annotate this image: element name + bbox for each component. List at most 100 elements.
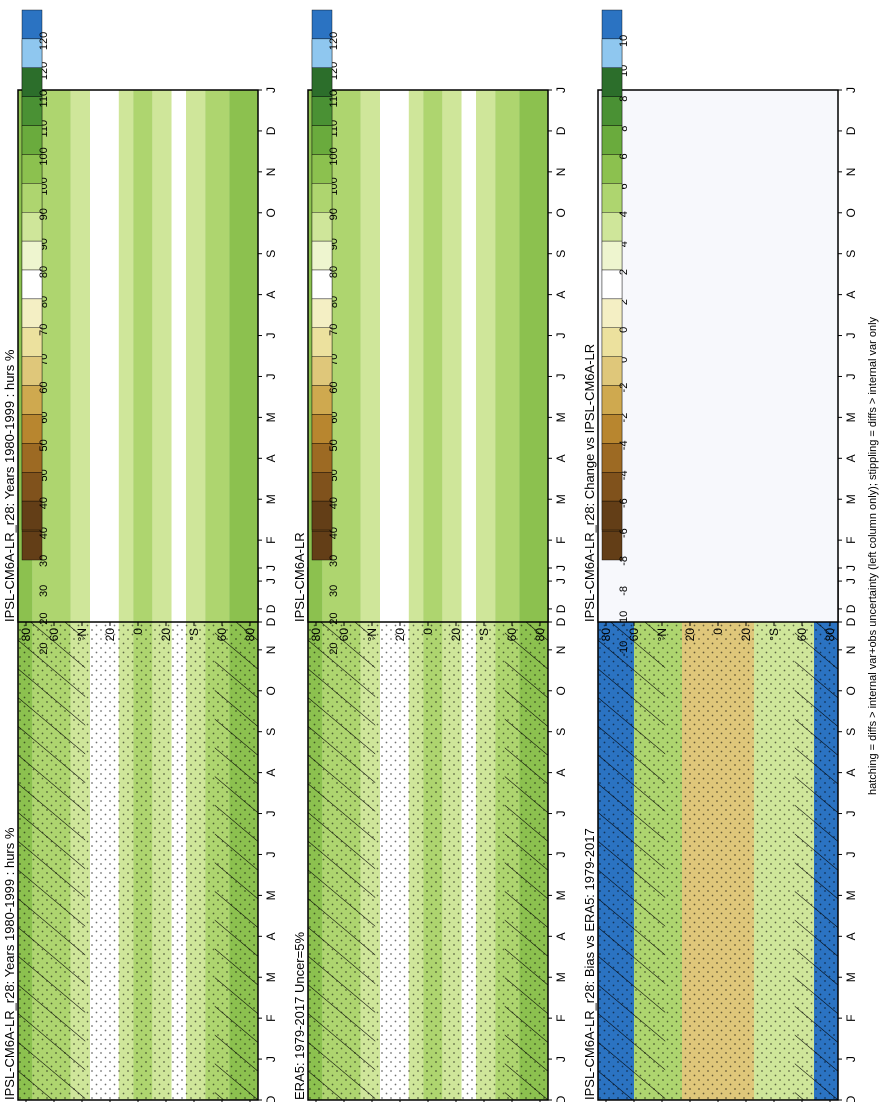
panel-obs-xtick-label: D xyxy=(554,604,568,613)
panel-model-r-ytick-label: 0 xyxy=(131,628,145,635)
colorbar-label: 20 xyxy=(38,643,50,655)
colorbar-swatch xyxy=(311,298,333,328)
colorbar-swatch xyxy=(311,414,333,444)
panel-ens-band-9 xyxy=(476,90,496,622)
panel-bias-xtick-label: O xyxy=(844,686,858,695)
panel-ens-xtick-label: A xyxy=(554,291,568,299)
colorbar-label: -2 xyxy=(618,413,630,423)
colorbar-swatch xyxy=(311,183,333,213)
panel-change-ytick-label: °S xyxy=(767,628,781,641)
panel-model-xtick-label: J xyxy=(264,1056,278,1062)
colorbar-label: 10 xyxy=(618,35,630,47)
panel-obs-xtick-label: N xyxy=(554,646,568,655)
panel-obs-xtick-label: M xyxy=(554,890,568,900)
panel-ens-band-10 xyxy=(495,90,520,622)
panel-ens-ytick-label: 80 xyxy=(533,628,547,642)
panel-model-r-xtick-label: A xyxy=(264,454,278,462)
panel-model-xtick-label: J xyxy=(264,811,278,817)
colorbar-label: 70 xyxy=(328,324,340,336)
colorbar-label: -8 xyxy=(618,586,630,596)
panel-model-r-title: IPSL-CM6A-LR_r28: Years 1980-1999 : hurs… xyxy=(2,349,17,622)
panel-model-r-xtick-label: A xyxy=(264,291,278,299)
panel-ens-xtick-label: F xyxy=(554,536,568,543)
panel-change-xtick-label: O xyxy=(844,208,858,217)
panel-bias-xtick-label: J xyxy=(844,851,858,857)
panel-model-r-ytick-label: 20 xyxy=(103,628,117,642)
panel-ens-xtick-label: M xyxy=(554,494,568,504)
panel-ens-xtick-label: D xyxy=(554,617,568,626)
panel-model-r-xtick-label: J xyxy=(264,87,278,93)
colorbar-label: 70 xyxy=(38,324,50,336)
colorbar-label: 0 xyxy=(618,327,630,333)
colorbar-swatch xyxy=(311,240,333,271)
panel-model-r-field xyxy=(18,90,258,622)
panel-change-ytick-label: 80 xyxy=(823,628,837,642)
panel-model-xtick-label: F xyxy=(264,1014,278,1021)
colorbar-label: 100 xyxy=(38,147,50,165)
panel-ens-xtick-label: D xyxy=(554,126,568,135)
colorbar-label: 6 xyxy=(618,153,630,159)
panel-model-r-xtick-label: J xyxy=(264,373,278,379)
colorbar-swatch xyxy=(21,414,43,444)
colorbar-label: 20 xyxy=(328,643,340,655)
panel-model-r-band-4 xyxy=(90,90,119,622)
colorbar-swatch xyxy=(601,183,623,213)
colorbar-swatch xyxy=(21,183,43,213)
panel-model-r-ytick-label: °N xyxy=(75,628,89,641)
panel-ens-band-2 xyxy=(344,90,361,622)
panel-obs-title: ERA5: 1979-2017 Uncer=5% xyxy=(292,932,307,1100)
panel-ens-xtick-label: A xyxy=(554,454,568,462)
colorbar-label: 90 xyxy=(328,208,340,220)
colorbar-swatch xyxy=(601,500,623,531)
panel-model-r-band-7 xyxy=(152,90,172,622)
panel-ens-band-11 xyxy=(519,90,548,622)
panel-change-ytick-label: 0 xyxy=(711,628,725,635)
panel-change-ytick-label: 20 xyxy=(683,628,697,642)
panel-change-field xyxy=(598,90,838,622)
colorbar-label: 0 xyxy=(618,357,630,363)
panel-ens-band-3 xyxy=(360,90,380,622)
panel-change-xtick-label: F xyxy=(844,536,858,543)
panel-change-xtick-label: D xyxy=(844,126,858,135)
panel-change-xtick-label: A xyxy=(844,291,858,299)
panel-model-r-xtick-label: N xyxy=(264,168,278,177)
panel-obs-xtick-label: D xyxy=(554,1095,568,1102)
colorbar-swatch xyxy=(601,9,623,40)
panel-change-background xyxy=(598,90,838,622)
panel-obs: D J F M A M J J A S O N D J 80 60 °N 20 0 20 °S 60 80 ERA5: 197… xyxy=(292,565,568,1102)
panel-model-xtick-label: D xyxy=(264,604,278,613)
panel-model-r-band-11 xyxy=(229,90,258,622)
panel-obs-xtick-label: J xyxy=(554,851,568,857)
panel-model-r-xtick-label: D xyxy=(264,126,278,135)
colorbar-label: 6 xyxy=(618,183,630,189)
colorbar-swatch xyxy=(311,356,333,386)
panel-model-r-colorbar: 120 110 100 90 80 70 60 50 40 30 20 xyxy=(21,9,50,625)
colorbar-label: -4 xyxy=(618,440,630,450)
panel-model-xtick-label: A xyxy=(264,769,278,777)
panel-ens-ytick-label: 0 xyxy=(421,628,435,635)
colorbar-label: 4 xyxy=(618,241,630,247)
panel-change-ytick-label: 60 xyxy=(627,628,641,642)
colorbar-swatch xyxy=(311,530,333,561)
panel-model-r-ytick-label: 60 xyxy=(215,628,229,642)
panel-model-xtick-label: S xyxy=(264,728,278,736)
panels-layer: DJFMAMJJASONDJ8060°N20020°S6080IPSL-CM6A… xyxy=(2,87,858,1102)
panel-ens-xtick-label: J xyxy=(554,373,568,379)
panel-model-xtick-label: N xyxy=(264,646,278,655)
panel-model-r-xtick-label: J xyxy=(264,578,278,584)
panel-obs-xtick-label: F xyxy=(554,1014,568,1021)
colorbar-label: 60 xyxy=(328,381,340,393)
panel-bias-xtick-label: D xyxy=(844,1095,858,1102)
panel-model-r-ytick-label: 60 xyxy=(47,628,61,642)
colorbar-swatch xyxy=(601,530,623,561)
panel-model-r-xtick-label: M xyxy=(264,494,278,504)
colorbar-label: 50 xyxy=(38,439,50,451)
panel-change-xtick-label: J xyxy=(844,578,858,584)
panel-change-xtick-label: M xyxy=(844,412,858,422)
panel-change-xtick-label: M xyxy=(844,494,858,504)
panel-obs-xtick-label: O xyxy=(554,686,568,695)
colorbar-swatch xyxy=(601,125,623,155)
panel-model-xtick-label: D xyxy=(264,1095,278,1102)
colorbar-label: -8 xyxy=(618,556,630,566)
